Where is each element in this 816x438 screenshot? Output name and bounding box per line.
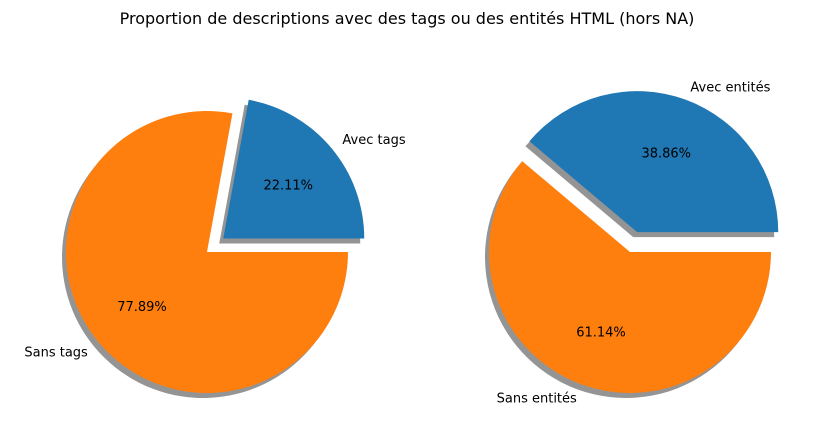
slice-percent-avec-tags: 22.11% [263, 178, 313, 193]
wedge-avec-entites [529, 91, 779, 233]
slice-label-sans-entites: Sans entités [497, 392, 577, 407]
slice-label-avec-entites: Avec entités [690, 80, 770, 95]
slice-percent-sans-tags: 77.89% [117, 300, 167, 315]
pie-chart-entities: Avec entités 38.86% Sans entités 61.14% [485, 80, 779, 407]
slice-label-avec-tags: Avec tags [342, 133, 405, 148]
slice-percent-sans-entites: 61.14% [576, 325, 626, 340]
slice-percent-avec-entites: 38.86% [641, 147, 691, 162]
figure-title: Proportion de descriptions avec des tags… [120, 9, 695, 28]
wedge-avec-tags [223, 99, 365, 239]
pie-chart-tags: Avec tags 22.11% Sans tags 77.89% [24, 99, 406, 399]
wedge-sans-entites [488, 161, 771, 393]
wedge-sans-tags [65, 111, 348, 393]
slice-label-sans-tags: Sans tags [24, 345, 88, 360]
